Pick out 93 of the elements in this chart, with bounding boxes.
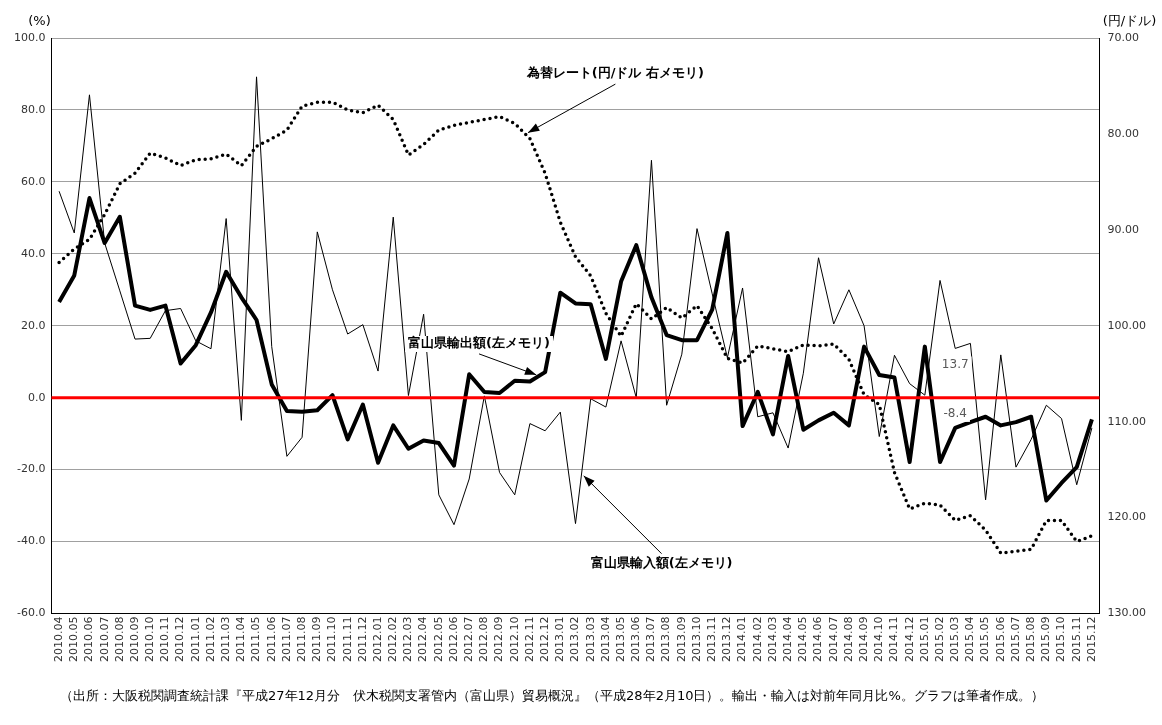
x-tick-label: 2014.08 (841, 616, 855, 663)
x-tick-label: 2015.01 (917, 616, 931, 663)
text: 富山県輸入額(左メモリ) (590, 555, 733, 571)
x-tick-label: 2010.07 (97, 616, 111, 663)
y2-tick-label: 90.00 (1107, 222, 1140, 236)
text: （出所：大阪税関調査統計課『平成27年12月分 伏木税関支署管内（富山県）貿易概況』（平成28年2月10日）。輸出・輸入は対前年同月比%。グラフは筆者作成。） (60, 688, 1044, 704)
x-tick-label: 2010.11 (158, 616, 172, 663)
x-tick-label: 2012.03 (401, 616, 415, 663)
x-tick-label: 2014.04 (781, 616, 794, 663)
x-tick-label: 2015.02 (932, 616, 946, 663)
y-tick-label: 40.0 (20, 246, 46, 260)
x-tick-label: 2013.01 (553, 616, 567, 663)
x-tick-label: 2013.02 (568, 616, 582, 663)
x-tick-label: 2015.08 (1024, 616, 1038, 663)
x-tick-label: 2015.09 (1039, 616, 1053, 663)
x-tick-label: 2012.10 (507, 616, 521, 663)
x-tick-label: 2012.07 (462, 616, 476, 663)
y2-tick-label: 100.00 (1107, 318, 1147, 332)
x-tick-label: 2013.09 (674, 616, 688, 663)
y-tick-label: 100.0 (13, 30, 46, 44)
x-tick-label: 2014.03 (765, 616, 779, 663)
x-tick-label: 2011.03 (219, 616, 233, 663)
y-tick-label: 60.0 (20, 174, 46, 188)
x-tick-label: 2014.02 (750, 616, 764, 663)
data-label: 13.7 (941, 356, 969, 371)
y-tick-label: -60.0 (17, 606, 46, 620)
x-tick-label: 2011.08 (294, 616, 308, 663)
series-label: 富山県輸出額(左メモリ) (408, 335, 550, 351)
x-tick-label: 2015.05 (978, 616, 992, 663)
data-label: -8.4 (943, 406, 967, 421)
x-tick-label: 2010.05 (67, 616, 81, 663)
x-tick-label: 2013.07 (644, 616, 658, 663)
x-tick-label: 2012.05 (431, 616, 445, 663)
x-tick-label: 2011.04 (234, 616, 248, 663)
x-tick-label: 2011.02 (203, 616, 217, 663)
x-tick-label: 2012.04 (416, 616, 430, 663)
x-tick-label: 2013.08 (659, 616, 673, 663)
y-tick-label: -40.0 (17, 534, 46, 548)
x-tick-label: 2015.03 (948, 616, 962, 663)
x-tick-label: 2011.07 (279, 616, 293, 663)
x-tick-label: 2010.09 (127, 616, 141, 663)
x-tick-label: 2014.05 (796, 616, 810, 663)
x-tick-label: 2011.05 (249, 616, 263, 663)
y2-tick-label: 80.00 (1107, 126, 1140, 140)
x-tick-label: 2014.10 (872, 616, 886, 663)
text: 為替レート(円/ドル 右メモリ) (525, 65, 704, 81)
y-tick-label: -20.0 (17, 462, 46, 476)
x-tick-label: 2013.10 (689, 616, 703, 663)
y2-tick-label: 110.00 (1107, 414, 1147, 428)
x-tick-label: 2010.06 (82, 616, 96, 663)
x-tick-label: 2015.12 (1084, 616, 1098, 663)
y2-axis-title: (円/ドル) (1102, 12, 1157, 28)
x-tick-label: 2013.06 (629, 616, 643, 663)
x-tick-label: 2010.10 (143, 616, 157, 663)
y-tick-label: 0.0 (27, 390, 46, 404)
x-tick-label: 2015.07 (1008, 616, 1022, 663)
y-tick-label: 80.0 (20, 102, 46, 116)
x-tick-label: 2012.09 (492, 616, 506, 663)
x-tick-label: 2014.12 (902, 616, 916, 663)
y2-tick-label: 70.00 (1107, 30, 1140, 44)
x-tick-label: 2010.04 (51, 616, 65, 663)
y-tick-label: 20.0 (20, 318, 46, 332)
x-tick-label: 2012.06 (446, 616, 460, 663)
x-tick-label: 2015.04 (963, 616, 977, 663)
x-tick-label: 2012.08 (477, 616, 491, 663)
x-tick-label: 2011.01 (188, 616, 202, 663)
x-tick-label: 2012.12 (537, 616, 551, 663)
x-tick-label: 2011.11 (340, 616, 354, 663)
x-tick-label: 2010.12 (173, 616, 187, 663)
x-tick-label: 2012.02 (386, 616, 400, 663)
x-tick-label: 2012.01 (370, 616, 384, 663)
y-axis-title: (%) (28, 12, 51, 28)
x-tick-label: 2010.08 (112, 616, 126, 663)
x-tick-label: 2015.11 (1069, 616, 1083, 663)
y2-tick-label: 120.00 (1107, 510, 1147, 524)
x-tick-label: 2012.11 (522, 616, 536, 663)
x-tick-label: 2015.10 (1054, 616, 1068, 663)
x-tick-label: 2011.06 (264, 616, 278, 663)
x-tick-label: 2014.11 (887, 616, 901, 663)
x-tick-label: 2013.11 (705, 616, 719, 663)
x-tick-label: 2011.09 (310, 616, 324, 663)
x-tick-label: 2014.06 (811, 616, 825, 663)
x-tick-label: 2015.06 (993, 616, 1007, 663)
x-tick-label: 2014.07 (826, 616, 840, 663)
x-tick-label: 2014.09 (856, 616, 870, 663)
x-tick-label: 2013.12 (720, 616, 734, 663)
y2-tick-label: 130.00 (1107, 606, 1147, 620)
x-tick-label: 2011.12 (355, 616, 369, 663)
x-tick-label: 2013.03 (583, 616, 597, 663)
x-tick-label: 2011.10 (325, 616, 339, 663)
x-tick-label: 2014.01 (735, 616, 749, 663)
x-tick-label: 2013.05 (613, 616, 627, 663)
x-tick-label: 2013.04 (598, 616, 612, 663)
